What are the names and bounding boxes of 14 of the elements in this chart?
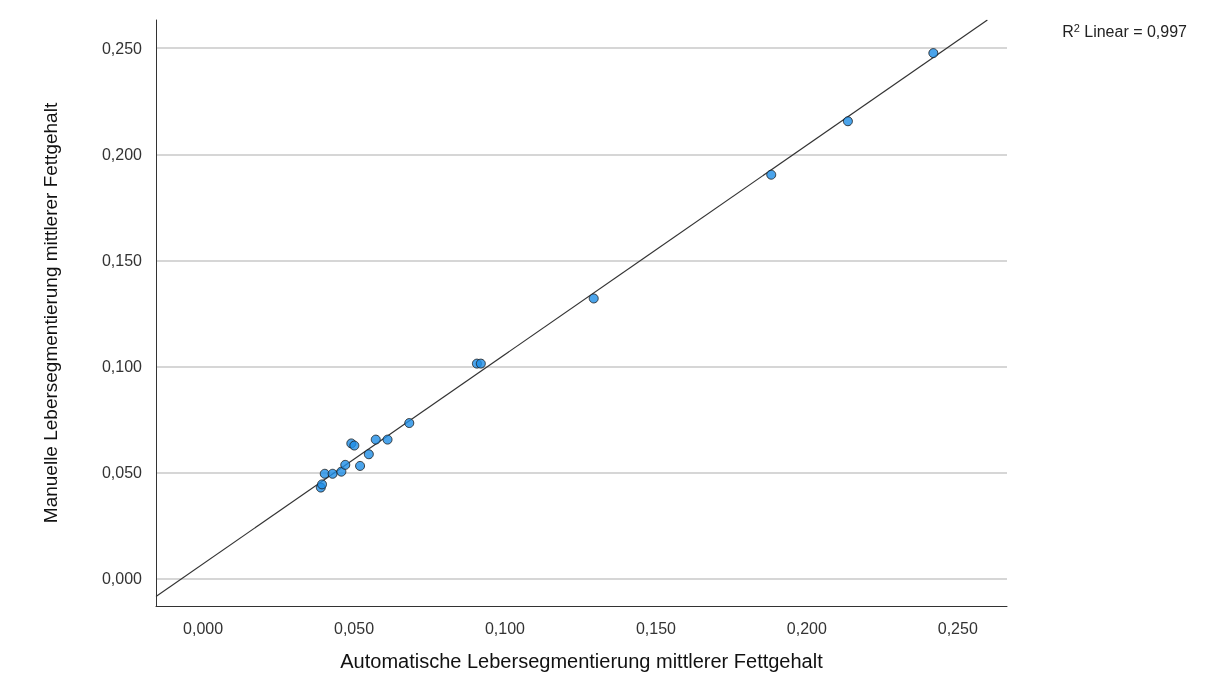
x-tick-label: 0,000 <box>183 619 224 637</box>
y-tick-label: 0,250 <box>101 39 143 57</box>
x-tick-label: 0,050 <box>334 619 375 637</box>
y-tick-label: 0,050 <box>101 464 143 482</box>
y-tick-label: 0,000 <box>101 570 143 588</box>
y-tick-label: 0,200 <box>101 145 143 163</box>
x-tick-label: 0,150 <box>635 619 677 637</box>
x-tick-label: 0,200 <box>786 619 827 637</box>
x-tick-label: 0,100 <box>484 619 526 637</box>
y-tick-label: 0,100 <box>101 358 143 376</box>
y-tick-label: 0,150 <box>101 251 143 269</box>
x-tick-label: 0,250 <box>937 619 978 637</box>
x-axis-title: Automatische Lebersegmentierung mittlerer Fettgehalt <box>340 650 824 672</box>
y-axis-title: Manuelle Lebersegmentierung mittlerer Fettgehalt <box>40 102 61 524</box>
